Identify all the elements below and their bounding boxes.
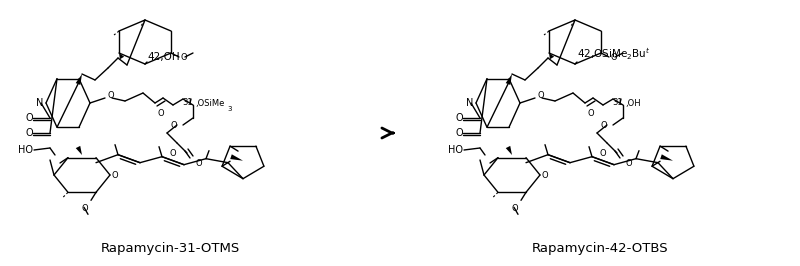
Text: O: O [600,120,607,130]
Text: HO: HO [18,145,33,155]
Polygon shape [506,146,512,155]
Text: O: O [25,128,33,138]
Text: 3: 3 [227,106,231,112]
Text: Rapamycin-42-OTBS: Rapamycin-42-OTBS [532,242,668,255]
Text: O: O [511,204,518,213]
Text: ,OH: ,OH [625,99,641,108]
Text: 31: 31 [612,98,623,107]
Text: O: O [600,149,606,158]
Text: O: O [588,109,594,118]
Text: O: O [625,159,632,168]
Polygon shape [506,74,512,85]
Text: O: O [455,128,462,138]
Polygon shape [76,74,82,85]
Polygon shape [230,154,243,161]
Text: Rapamycin-31-OTMS: Rapamycin-31-OTMS [100,242,240,255]
Polygon shape [660,154,673,161]
Text: O: O [611,52,618,61]
Text: O: O [195,159,202,168]
Text: N: N [466,98,473,108]
Text: O: O [82,204,88,213]
Polygon shape [549,53,554,59]
Text: O: O [170,149,176,158]
Text: O: O [158,109,164,118]
Text: O: O [455,113,462,123]
Text: O: O [25,113,33,123]
Polygon shape [76,146,82,155]
Text: O: O [112,171,118,180]
Text: O: O [537,92,544,101]
Text: HO: HO [448,145,463,155]
Text: 42,OSiMe$_2$Bu$^t$: 42,OSiMe$_2$Bu$^t$ [577,46,650,62]
Text: 31: 31 [182,98,193,107]
Text: O: O [107,92,114,101]
Text: O: O [170,120,177,130]
Text: O: O [181,52,188,61]
Polygon shape [119,53,124,59]
Text: N: N [36,98,43,108]
Text: ,OSiMe: ,OSiMe [195,99,224,108]
Text: O: O [542,171,549,180]
Text: 42,OH: 42,OH [147,52,180,62]
